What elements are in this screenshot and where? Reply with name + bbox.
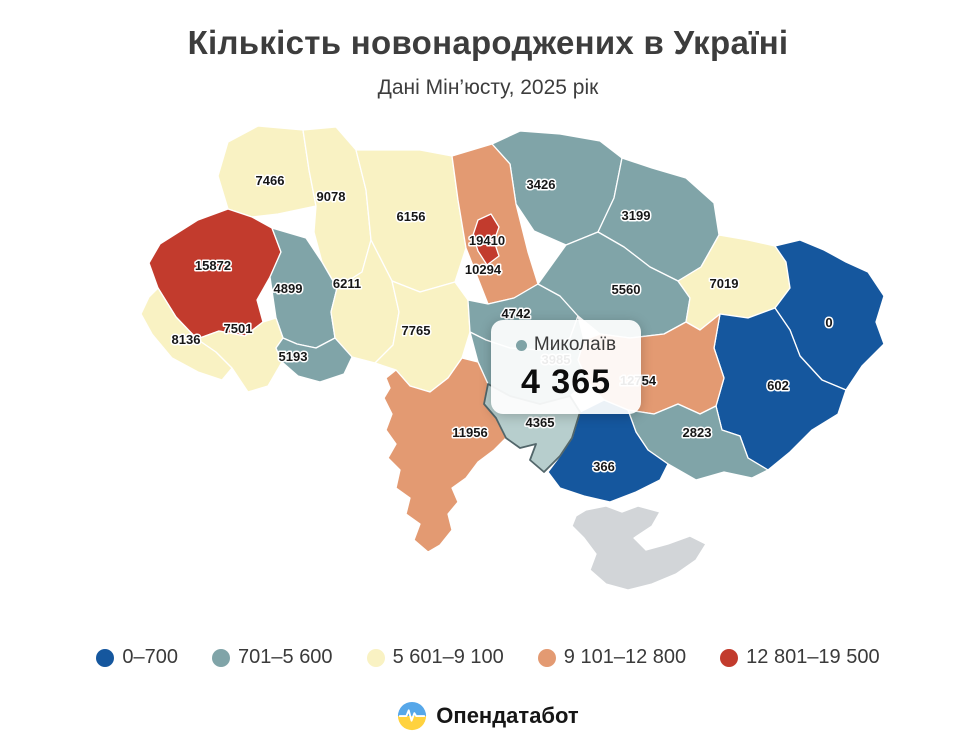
page-subtitle: Дані Мін’юсту, 2025 рік: [377, 76, 599, 99]
footer-brand-name: Опендатабот: [436, 703, 579, 728]
legend-item: 5 601–9 100: [366, 646, 504, 669]
tooltip-region-dot-icon: [515, 339, 527, 351]
legend-label: 9 101–12 800: [563, 646, 687, 668]
legend-swatch-icon: [96, 648, 115, 667]
map-tooltip: Миколаїв 4 365: [491, 320, 641, 414]
region-odesa[interactable]: [383, 357, 507, 553]
map-legend: 0–700 701–5 600 5 601–9 100 9 101–12 800…: [0, 646, 976, 669]
region-value-label: 7765: [402, 323, 431, 338]
page-title: Кількість новонароджених в Україні: [187, 24, 789, 61]
region-kherson[interactable]: [547, 399, 669, 503]
region-value-label: 4742: [502, 306, 531, 321]
region-value-label: 7466: [256, 173, 285, 188]
region-value-label: 602: [767, 378, 789, 393]
region-crimea[interactable]: [571, 505, 707, 591]
region-value-label: 11956: [452, 425, 487, 440]
region-value-label: 2823: [683, 425, 712, 440]
region-value-label: 10294: [465, 262, 502, 277]
legend-item: 9 101–12 800: [537, 646, 687, 669]
region-value-label: 7501: [224, 321, 253, 336]
region-value-label: 7019: [710, 276, 739, 291]
region-value-label: 5560: [612, 282, 641, 297]
region-zakarpattia[interactable]: [140, 287, 233, 381]
opendatabot-logo-icon: [398, 701, 427, 731]
legend-item: 701–5 600: [212, 646, 333, 669]
region-luhansk[interactable]: [774, 239, 885, 391]
region-value-label: 366: [593, 459, 615, 474]
legend-label: 701–5 600: [238, 646, 333, 668]
tooltip-region-name: Миколаїв: [533, 334, 617, 355]
legend-item: 12 801–19 500: [720, 646, 880, 669]
region-kyiv-city[interactable]: [472, 213, 500, 266]
region-value-label: 6156: [397, 209, 426, 224]
region-value-label: 4899: [274, 281, 303, 296]
region-value-label: 8136: [172, 332, 201, 347]
legend-swatch-icon: [212, 648, 231, 667]
tooltip-region-value: 4 365: [520, 363, 612, 401]
legend-swatch-icon: [720, 648, 739, 667]
legend-label: 0–700: [122, 646, 179, 668]
region-volyn[interactable]: [217, 125, 317, 218]
legend-swatch-icon: [366, 648, 385, 667]
region-value-label: 15872: [195, 258, 231, 273]
legend-label: 5 601–9 100: [392, 646, 504, 668]
region-value-label: 4365: [526, 415, 555, 430]
region-value-label: 19410: [469, 233, 505, 248]
region-value-label: 3426: [527, 177, 556, 192]
legend-swatch-icon: [537, 648, 556, 667]
region-value-label: 6211: [333, 276, 361, 291]
region-value-label: 9078: [317, 189, 346, 204]
region-value-label: 0: [825, 315, 832, 330]
region-value-label: 3199: [622, 208, 651, 223]
legend-item: 0–700: [96, 646, 178, 669]
footer-brand[interactable]: Опендатабот: [0, 701, 976, 731]
region-value-label: 5193: [279, 349, 308, 364]
legend-label: 12 801–19 500: [746, 646, 880, 668]
region-chernivtsi[interactable]: [275, 337, 353, 383]
